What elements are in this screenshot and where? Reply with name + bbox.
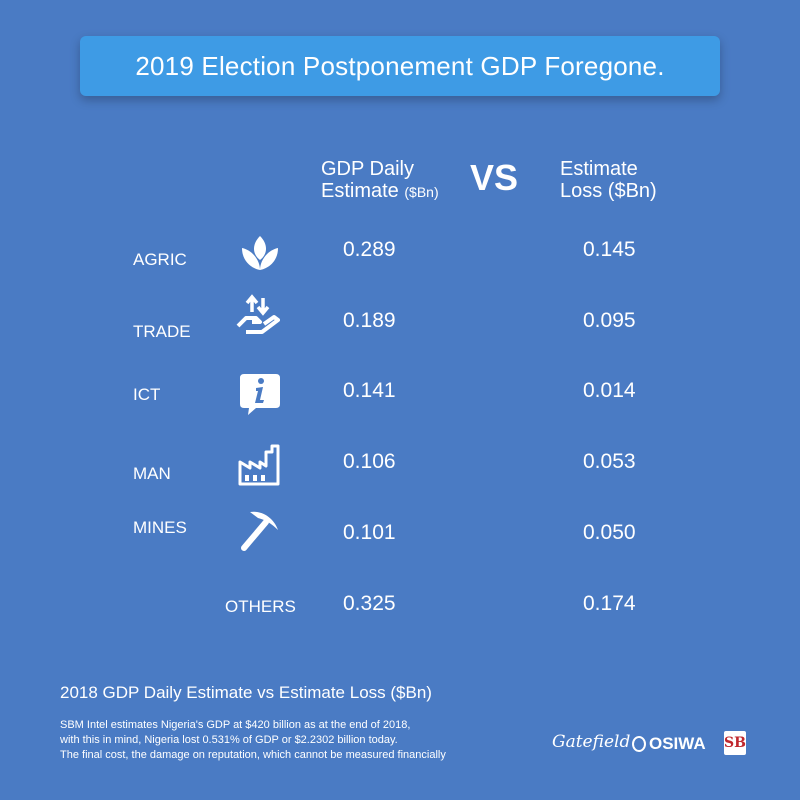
row-label-mines: MINES: [133, 518, 187, 537]
footnote-line: The final cost, the damage on reputation…: [60, 749, 446, 761]
vs-label: VS: [470, 157, 519, 198]
estimate-loss-value-others: 0.174: [583, 592, 636, 615]
plant-leaves-icon: [242, 236, 278, 270]
estimate-loss-value-trade: 0.095: [583, 309, 636, 332]
column-header-gdp-daily: GDP Daily Estimate ($Bn): [321, 158, 439, 203]
chart-title: 2019 Election Postponement GDP Foregone.: [135, 50, 665, 81]
gatefield-logo: Gatefield: [552, 732, 631, 752]
pickaxe-icon: [241, 511, 278, 551]
estimate-loss-value-ict: 0.014: [583, 379, 636, 402]
gdp-daily-value-mines: 0.101: [343, 521, 396, 544]
row-label-man: MAN: [133, 464, 171, 483]
factory-icon: [238, 444, 280, 486]
gdp-daily-value-trade: 0.189: [343, 309, 396, 332]
column-header-loss-line1: Estimate: [560, 158, 638, 180]
column-header-gdp-line1: GDP Daily: [321, 158, 414, 180]
osiwa-logo: OSIWA: [632, 734, 706, 754]
column-header-estimate-loss: Estimate Loss ($Bn): [560, 158, 657, 202]
estimate-loss-value-man: 0.053: [583, 450, 636, 473]
column-header-loss-line2: Loss ($Bn): [560, 180, 657, 202]
column-header-gdp-unit: ($Bn): [404, 184, 439, 200]
row-label-agric: AGRIC: [133, 250, 187, 269]
gdp-daily-value-man: 0.106: [343, 450, 396, 473]
sb-logo: SB: [724, 731, 746, 755]
footnote: SBM Intel estimates Nigeria's GDP at $42…: [60, 718, 540, 763]
gdp-daily-value-others: 0.325: [343, 592, 396, 615]
title-banner: 2019 Election Postponement GDP Foregone.: [80, 36, 720, 96]
chart-subtitle: 2018 GDP Daily Estimate vs Estimate Loss…: [60, 683, 432, 702]
estimate-loss-value-agric: 0.145: [583, 238, 636, 261]
osiwa-logo-text: OSIWA: [649, 734, 706, 753]
gdp-daily-value-agric: 0.289: [343, 238, 396, 261]
row-label-others: OTHERS: [225, 597, 296, 616]
hand-exchange-icon: [236, 294, 280, 334]
gdp-daily-value-ict: 0.141: [343, 379, 396, 402]
footnote-line: with this in mind, Nigeria lost 0.531% o…: [60, 734, 398, 746]
column-header-gdp-line2: Estimate: [321, 180, 399, 202]
row-label-ict: ICT: [133, 385, 161, 404]
footnote-line: SBM Intel estimates Nigeria's GDP at $42…: [60, 719, 411, 731]
info-bubble-icon: [240, 374, 280, 415]
row-label-trade: TRADE: [133, 322, 191, 341]
estimate-loss-value-mines: 0.050: [583, 521, 636, 544]
osiwa-mark-icon: [632, 736, 646, 752]
